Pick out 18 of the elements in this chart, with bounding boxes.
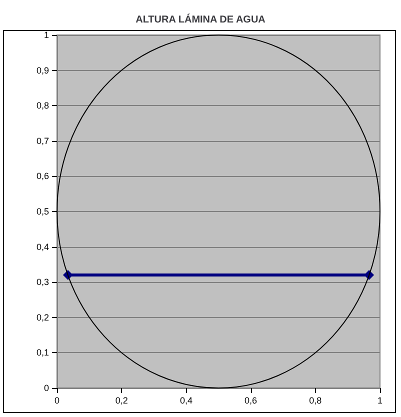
y-tick-label: 0,6 xyxy=(36,171,49,182)
y-tick-label: 0,7 xyxy=(36,136,49,146)
x-tick-label: 0,6 xyxy=(244,396,258,406)
y-tick-label: 0,2 xyxy=(36,312,49,322)
y-tick-label: 1 xyxy=(44,30,49,40)
y-tick-label: 0,4 xyxy=(36,242,49,252)
y-tick-label: 0,3 xyxy=(36,277,49,288)
chart-title: ALTURA LÁMINA DE AGUA xyxy=(136,14,266,26)
y-tick-label: 0,5 xyxy=(36,206,49,216)
x-tick-label: 0,8 xyxy=(309,396,322,406)
y-tick-label: 0,9 xyxy=(36,65,49,76)
x-tick-label: 0 xyxy=(54,396,60,406)
y-tick-label: 0,1 xyxy=(36,348,49,358)
x-tick-label: 1 xyxy=(377,396,383,406)
y-tick-label: 0 xyxy=(44,383,49,393)
y-tick-label: 0,8 xyxy=(36,100,49,111)
x-tick-label: 0,4 xyxy=(180,396,192,406)
x-tick-label: 0,2 xyxy=(115,396,128,406)
